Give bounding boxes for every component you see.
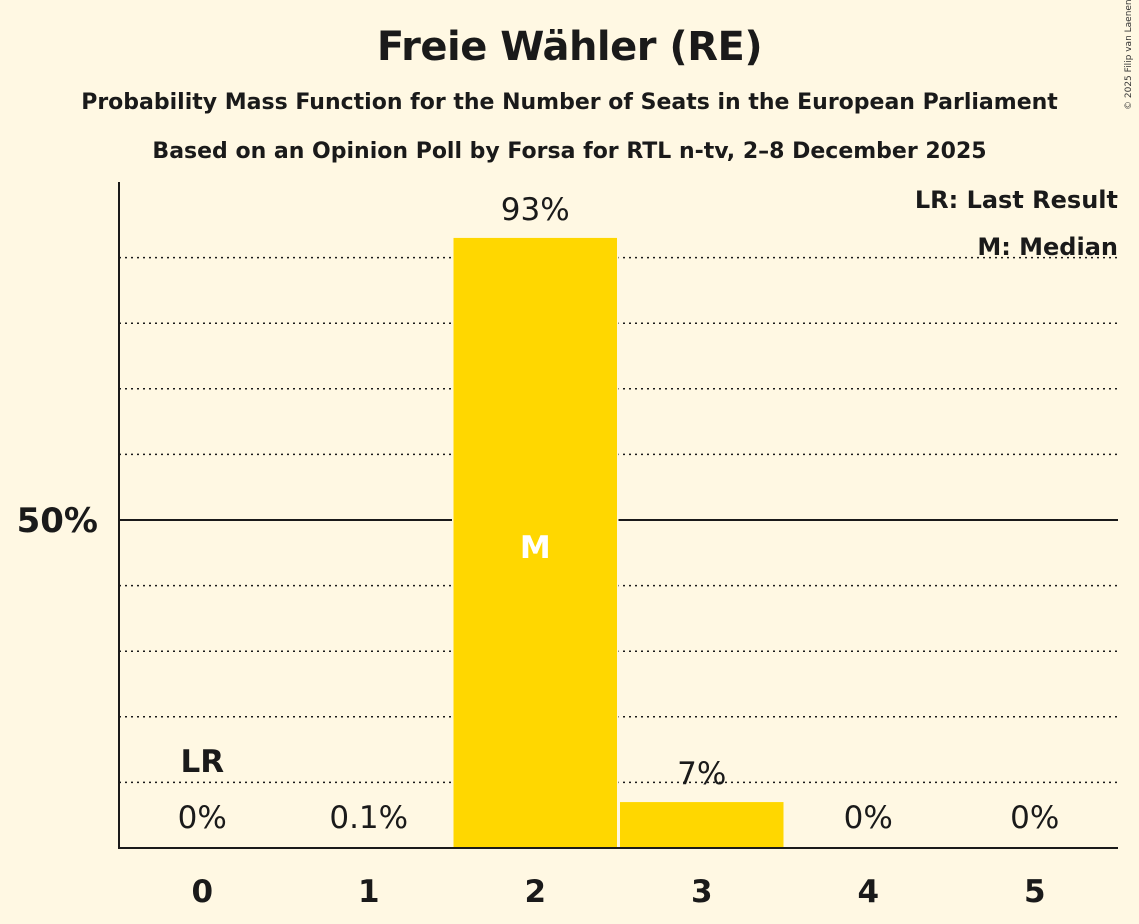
x-tick-label: 1 <box>358 874 380 910</box>
chart-source: Based on an Opinion Poll by Forsa for RT… <box>152 139 987 164</box>
bar-3 <box>620 802 784 848</box>
median-marker: M <box>520 530 551 566</box>
bar-2 <box>453 237 617 849</box>
value-label: 0% <box>1010 800 1059 836</box>
x-tick-label: 3 <box>691 874 713 910</box>
value-label: 93% <box>501 192 570 228</box>
chart-subtitle: Probability Mass Function for the Number… <box>81 90 1058 115</box>
value-label: 7% <box>677 756 726 792</box>
x-tick-label: 4 <box>857 874 879 910</box>
value-label: 0.1% <box>329 800 408 836</box>
x-tick-label: 2 <box>524 874 546 910</box>
last-result-marker: LR <box>180 744 224 780</box>
value-label: 0% <box>178 800 227 836</box>
legend-median: M: Median <box>977 233 1118 261</box>
legend-last-result: LR: Last Result <box>914 186 1118 214</box>
x-tick-label: 5 <box>1024 874 1046 910</box>
chart-title: Freie Wähler (RE) <box>376 24 763 70</box>
y-tick-label: 50% <box>17 501 98 541</box>
value-label: 0% <box>844 800 893 836</box>
x-tick-label: 0 <box>191 874 213 910</box>
